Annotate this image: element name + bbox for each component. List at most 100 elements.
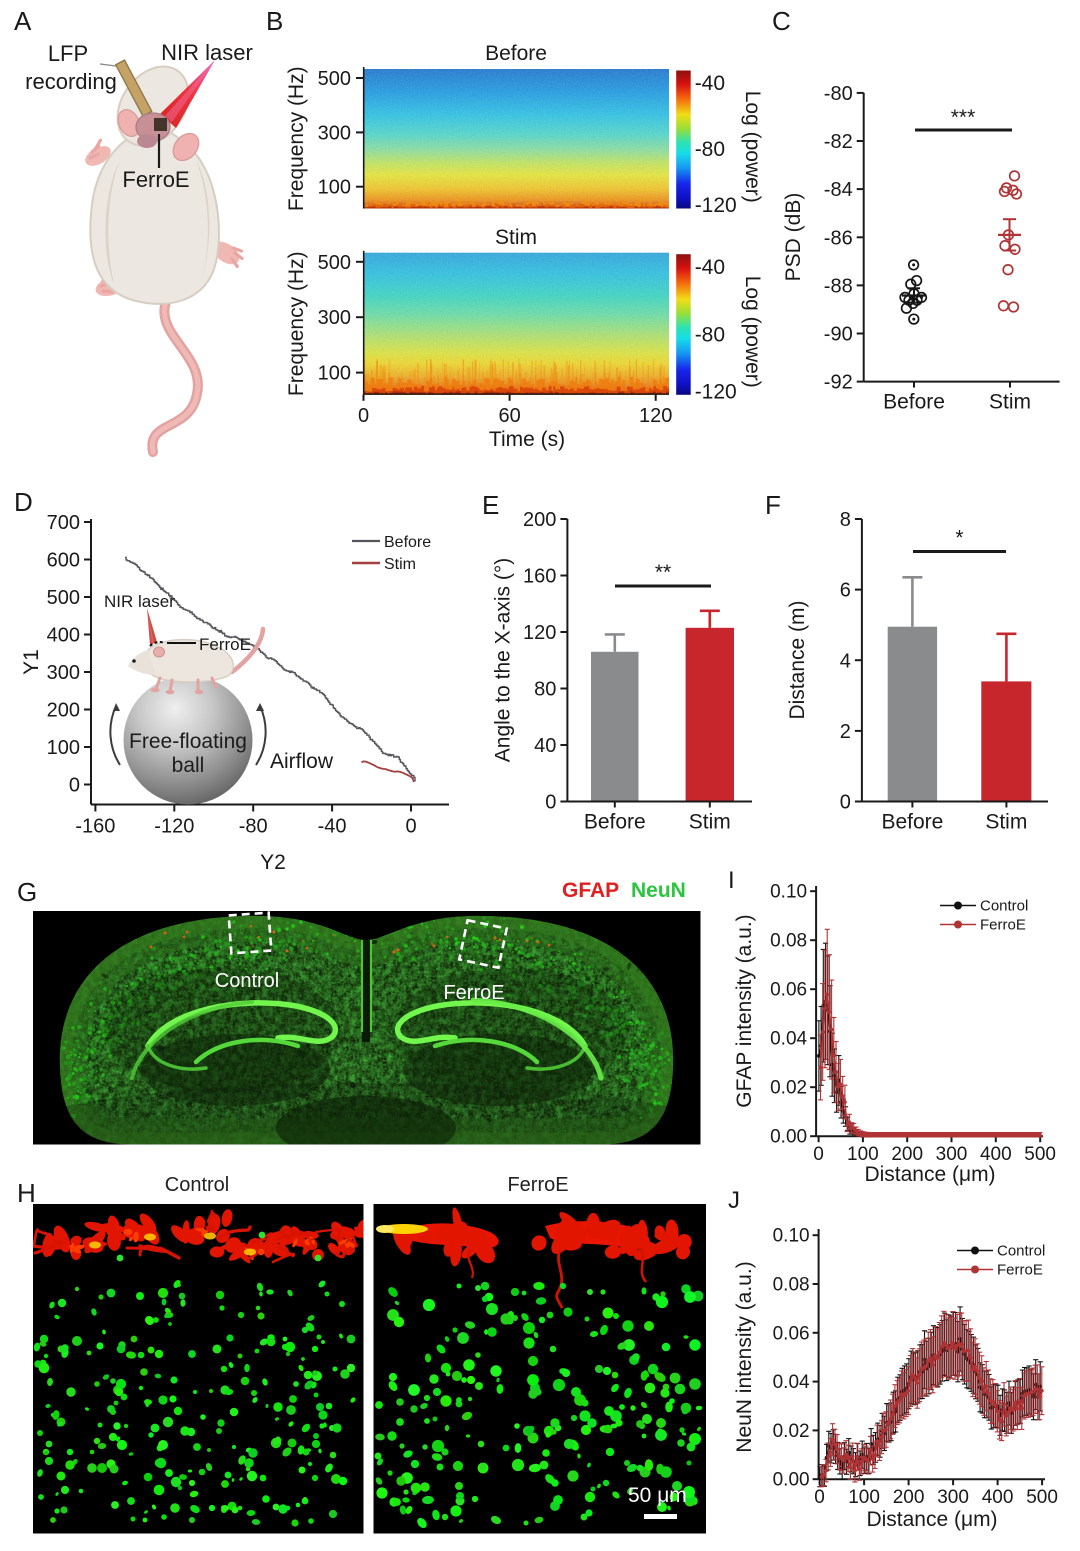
svg-text:Control: Control <box>215 970 279 992</box>
svg-text:-80: -80 <box>239 816 268 838</box>
svg-text:2: 2 <box>840 721 851 743</box>
svg-text:0.10: 0.10 <box>770 882 807 903</box>
svg-text:100: 100 <box>318 177 351 199</box>
svg-text:0.06: 0.06 <box>770 980 807 1001</box>
svg-text:300: 300 <box>937 1487 969 1508</box>
svg-text:I: I <box>728 867 735 894</box>
svg-text:NeuN: NeuN <box>631 879 686 902</box>
svg-text:-40: -40 <box>695 72 725 95</box>
svg-text:100: 100 <box>847 1144 879 1165</box>
svg-text:500: 500 <box>1024 1144 1056 1165</box>
svg-text:Stim: Stim <box>495 226 537 249</box>
svg-text:J: J <box>728 1187 740 1214</box>
svg-text:-88: -88 <box>824 275 853 297</box>
svg-text:0.08: 0.08 <box>773 1275 810 1296</box>
svg-text:Control: Control <box>165 1174 229 1196</box>
svg-text:Distance (μm): Distance (μm) <box>866 1508 997 1531</box>
svg-text:FerroE: FerroE <box>443 982 504 1004</box>
svg-text:ball: ball <box>172 754 205 777</box>
svg-text:200: 200 <box>893 1487 925 1508</box>
svg-text:A: A <box>14 6 32 36</box>
svg-text:C: C <box>772 6 791 36</box>
svg-text:-160: -160 <box>75 816 115 838</box>
svg-text:Stim: Stim <box>989 391 1031 414</box>
svg-text:200: 200 <box>891 1144 923 1165</box>
svg-text:0.00: 0.00 <box>773 1470 810 1491</box>
svg-text:-90: -90 <box>824 324 853 346</box>
svg-text:NIR laser: NIR laser <box>104 592 175 611</box>
svg-text:300: 300 <box>47 662 80 684</box>
svg-text:400: 400 <box>982 1487 1014 1508</box>
svg-text:NIR laser: NIR laser <box>161 40 253 65</box>
svg-text:80: 80 <box>534 679 556 701</box>
svg-text:-120: -120 <box>154 816 194 838</box>
svg-text:Distance (μm): Distance (μm) <box>864 1163 995 1186</box>
svg-text:Distance (m): Distance (m) <box>786 600 809 719</box>
svg-text:0.08: 0.08 <box>770 931 807 952</box>
svg-text:H: H <box>17 1178 36 1208</box>
svg-text:500: 500 <box>318 68 351 90</box>
svg-text:FerroE: FerroE <box>997 1262 1043 1279</box>
svg-text:0: 0 <box>813 1144 824 1165</box>
svg-text:120: 120 <box>639 405 672 427</box>
svg-text:Y1: Y1 <box>20 649 43 675</box>
svg-text:500: 500 <box>47 587 80 609</box>
svg-text:LFP: LFP <box>48 41 88 66</box>
svg-text:Log (power): Log (power) <box>741 276 764 388</box>
svg-text:E: E <box>482 490 499 520</box>
svg-text:4: 4 <box>840 650 851 672</box>
svg-text:-80: -80 <box>695 138 725 161</box>
svg-text:60: 60 <box>498 405 520 427</box>
svg-text:0.04: 0.04 <box>773 1372 810 1393</box>
svg-text:-80: -80 <box>824 83 853 105</box>
svg-text:40: 40 <box>534 735 556 757</box>
svg-text:500: 500 <box>1026 1487 1058 1508</box>
svg-text:B: B <box>266 6 283 36</box>
svg-text:FerroE: FerroE <box>122 167 189 192</box>
svg-text:Before: Before <box>384 534 431 551</box>
svg-text:Before: Before <box>485 42 547 65</box>
svg-text:*: * <box>955 527 963 550</box>
svg-text:500: 500 <box>318 252 351 274</box>
svg-text:F: F <box>765 490 781 520</box>
svg-text:GFAP intensity (a.u.): GFAP intensity (a.u.) <box>733 914 756 1107</box>
svg-text:0: 0 <box>814 1487 825 1508</box>
svg-text:300: 300 <box>318 307 351 329</box>
svg-text:100: 100 <box>47 737 80 759</box>
svg-text:-86: -86 <box>824 227 853 249</box>
svg-text:Control: Control <box>997 1243 1045 1260</box>
svg-text:Stim: Stim <box>985 811 1027 834</box>
svg-text:***: *** <box>951 106 976 129</box>
svg-text:Free-floating: Free-floating <box>129 730 247 753</box>
svg-text:400: 400 <box>47 625 80 647</box>
svg-text:160: 160 <box>523 566 556 588</box>
svg-text:300: 300 <box>318 122 351 144</box>
svg-text:Frequency (Hz): Frequency (Hz) <box>285 66 308 211</box>
svg-text:0.04: 0.04 <box>770 1029 807 1050</box>
svg-text:0: 0 <box>405 816 416 838</box>
svg-text:6: 6 <box>840 580 851 602</box>
svg-text:Before: Before <box>883 391 945 414</box>
svg-text:**: ** <box>655 561 671 584</box>
svg-text:-120: -120 <box>695 194 737 217</box>
svg-text:-40: -40 <box>695 256 725 279</box>
svg-text:FerroE: FerroE <box>507 1174 568 1196</box>
svg-text:-80: -80 <box>695 323 725 346</box>
svg-text:FerroE: FerroE <box>980 917 1026 934</box>
svg-text:recording: recording <box>25 69 117 94</box>
svg-text:0.10: 0.10 <box>773 1226 810 1247</box>
svg-text:100: 100 <box>318 363 351 385</box>
svg-text:Before: Before <box>584 811 646 834</box>
svg-text:Before: Before <box>881 811 943 834</box>
svg-text:Angle to the X-axis (°): Angle to the X-axis (°) <box>491 558 514 762</box>
svg-text:0: 0 <box>69 775 80 797</box>
svg-text:50 μm: 50 μm <box>628 1484 687 1507</box>
svg-text:8: 8 <box>840 509 851 531</box>
svg-text:Stim: Stim <box>689 811 731 834</box>
svg-text:0: 0 <box>358 405 369 427</box>
svg-text:Log (power): Log (power) <box>741 91 764 203</box>
svg-text:0.00: 0.00 <box>770 1127 807 1148</box>
svg-text:0: 0 <box>545 792 556 814</box>
svg-text:Airflow: Airflow <box>270 750 334 773</box>
svg-text:-40: -40 <box>318 816 347 838</box>
